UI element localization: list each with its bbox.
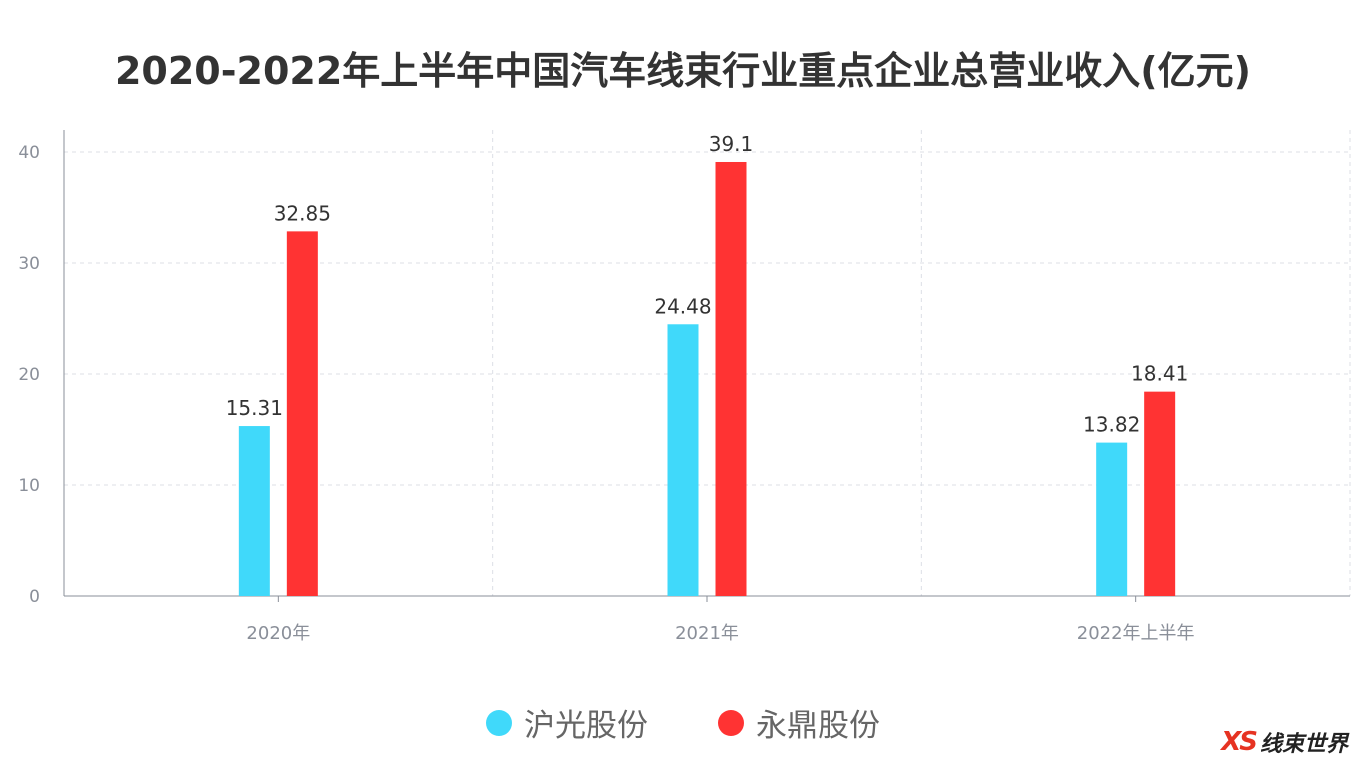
chart-title: 2020-2022年上半年中国汽车线束行业重点企业总营业收入(亿元) — [114, 49, 1252, 93]
watermark-text: 线束世界 — [1259, 732, 1348, 757]
watermark-logo: XS 线束世界 — [1221, 726, 1348, 758]
axes: 0 10 20 30 40 2020年 2021年 2022年上半年 — [18, 130, 1350, 644]
grid-lines — [64, 130, 1351, 596]
data-label: 24.48 — [654, 294, 711, 318]
legend-item-series-1[interactable]: 永鼎股份 — [718, 700, 880, 745]
x-tick-label: 2021年 — [675, 623, 739, 644]
legend-item-series-0[interactable]: 沪光股份 — [486, 700, 648, 745]
legend-dot-series-1 — [718, 709, 744, 736]
legend-label-series-0: 沪光股份 — [524, 708, 648, 744]
bar-series-1-cat-0[interactable] — [286, 231, 318, 597]
data-label: 15.31 — [226, 396, 283, 420]
x-tick-label: 2022年上半年 — [1077, 623, 1195, 644]
watermark-mark: XS — [1221, 727, 1258, 757]
bar-series-0-cat-1[interactable] — [667, 324, 699, 596]
bar-series-1-cat-1[interactable] — [715, 161, 747, 597]
data-labels: 15.31 32.85 24.48 39.1 13.82 18.41 — [226, 132, 1189, 437]
legend-label-series-1: 永鼎股份 — [756, 708, 880, 744]
legend: 沪光股份 永鼎股份 — [0, 700, 1366, 745]
x-tick-label: 2020年 — [246, 623, 310, 644]
data-label: 32.85 — [274, 201, 331, 225]
data-label: 18.41 — [1131, 362, 1188, 386]
data-label: 39.1 — [709, 132, 754, 156]
y-tick-label: 0 — [29, 587, 40, 607]
bar-series-0-cat-0[interactable] — [238, 426, 270, 596]
legend-dot-series-0 — [486, 709, 512, 736]
y-tick-label: 30 — [18, 254, 40, 274]
data-label: 13.82 — [1083, 413, 1140, 437]
bar-series-0-cat-2[interactable] — [1096, 442, 1128, 596]
bar-series-1-cat-2[interactable] — [1144, 391, 1176, 596]
bars — [238, 161, 1176, 597]
y-tick-label: 10 — [18, 476, 40, 496]
y-tick-label: 40 — [18, 143, 40, 163]
y-tick-label: 20 — [18, 365, 40, 385]
